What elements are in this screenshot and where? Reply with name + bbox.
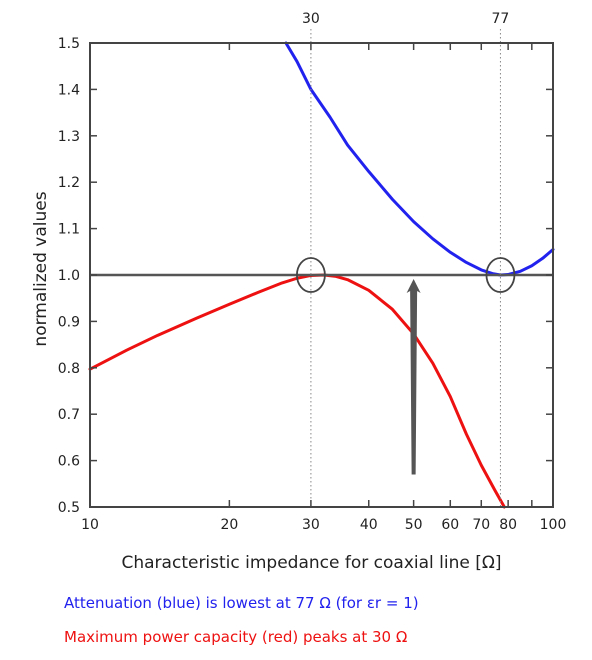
y-tick-label: 0.7 <box>58 407 80 423</box>
y-tick-label: 0.6 <box>58 454 80 470</box>
x-tick-label: 40 <box>360 517 378 533</box>
y-tick-label: 1.0 <box>58 268 80 284</box>
caption-attenuation: Attenuation (blue) is lowest at 77 Ω (fo… <box>64 594 419 612</box>
y-tick-label: 1.3 <box>58 129 80 145</box>
x-axis-title: Characteristic impedance for coaxial lin… <box>122 553 502 573</box>
circle-marker <box>296 257 326 293</box>
y-tick-label: 1.5 <box>58 36 80 52</box>
circle-marker <box>485 257 516 293</box>
x-tick-label: 30 <box>302 517 320 533</box>
arrow-indicator <box>406 279 421 475</box>
y-axis-title: normalized values <box>31 191 51 346</box>
caption-power-capacity: Maximum power capacity (red) peaks at 30… <box>64 628 408 646</box>
series-layer <box>88 41 555 509</box>
x-tick-label: 80 <box>499 517 517 533</box>
annotation-layer <box>296 257 516 475</box>
x-tick-label: 10 <box>81 517 99 533</box>
y-tick-label: 0.5 <box>58 500 80 516</box>
y-tick-label: 0.8 <box>58 361 80 377</box>
y-tick-label: 1.4 <box>58 82 80 98</box>
series-line-1 <box>88 273 506 509</box>
x-tick-label: 20 <box>220 517 238 533</box>
x-tick-label: 50 <box>405 517 423 533</box>
tick-layer: 0.5 0.6 0.7 0.8 0.9 1.0 1.1 1.2 1.3 1.4 1.5 10 20 30 4… <box>58 11 567 533</box>
y-tick-label: 1.2 <box>58 175 80 191</box>
reference-layer <box>90 29 553 507</box>
series-line-0 <box>284 41 555 277</box>
top-tick-label: 77 <box>492 11 510 27</box>
chart: 0.5 0.6 0.7 0.8 0.9 1.0 1.1 1.2 1.3 1.4 1.5 10 20 30 4… <box>31 11 567 573</box>
x-tick-label: 60 <box>441 517 459 533</box>
x-tick-label: 70 <box>472 517 490 533</box>
x-tick-label: 100 <box>540 517 567 533</box>
y-tick-label: 1.1 <box>58 222 80 238</box>
y-tick-label: 0.9 <box>58 314 80 330</box>
top-tick-label: 30 <box>302 11 320 27</box>
